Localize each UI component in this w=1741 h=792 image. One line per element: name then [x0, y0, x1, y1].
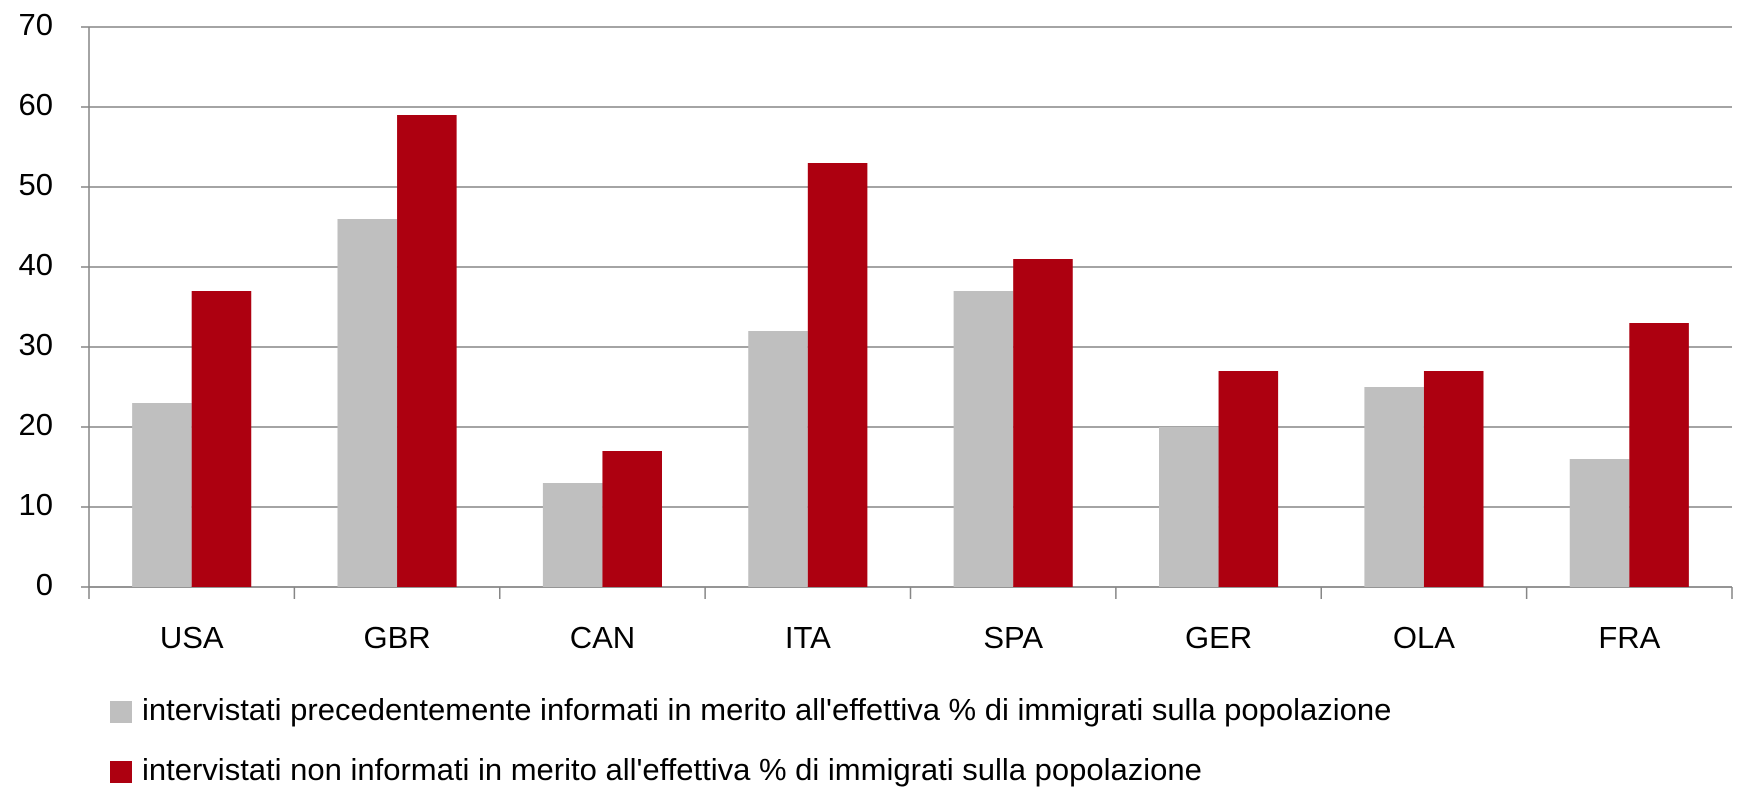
bar — [807, 163, 868, 587]
x-tick-label: USA — [160, 620, 224, 655]
x-tick-label: GER — [1185, 620, 1252, 655]
legend-swatch — [110, 761, 132, 783]
x-tick-label: ITA — [785, 620, 831, 655]
bar — [1159, 427, 1219, 587]
x-tick-label: FRA — [1598, 620, 1660, 655]
bar — [1569, 459, 1630, 587]
y-tick-label: 70 — [19, 7, 53, 42]
y-tick-label: 20 — [19, 407, 53, 442]
x-tick-label: SPA — [983, 620, 1043, 655]
y-tick-label: 60 — [19, 87, 53, 122]
bar — [397, 115, 457, 587]
bar — [602, 451, 662, 587]
bar — [542, 483, 603, 587]
bar — [1364, 387, 1424, 587]
bar — [1629, 323, 1689, 587]
y-tick-label: 40 — [19, 247, 53, 282]
legend-label: intervistati precedentemente informati i… — [142, 692, 1391, 727]
bar — [1013, 259, 1073, 587]
x-tick-label: OLA — [1393, 620, 1455, 655]
bar — [953, 291, 1014, 587]
y-tick-label: 0 — [36, 567, 53, 602]
y-tick-label: 50 — [19, 167, 53, 202]
bar — [132, 403, 192, 587]
legend-swatch — [110, 701, 132, 723]
bar — [1218, 371, 1279, 587]
y-tick-label: 10 — [19, 487, 53, 522]
legend-label: intervistati non informati in merito all… — [142, 752, 1202, 787]
bar — [1423, 371, 1484, 587]
bar — [191, 291, 252, 587]
bar — [748, 331, 808, 587]
x-tick-label: CAN — [570, 620, 635, 655]
y-tick-label: 30 — [19, 327, 53, 362]
bar — [337, 219, 398, 587]
x-tick-label: GBR — [363, 620, 430, 655]
